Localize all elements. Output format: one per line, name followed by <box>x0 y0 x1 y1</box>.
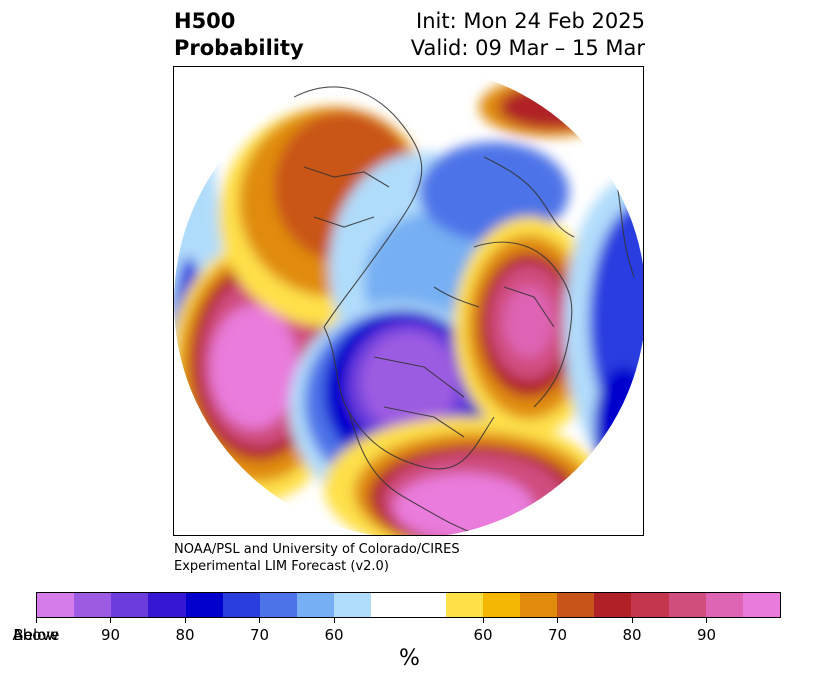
colorbar-tick-label: 60 <box>324 626 344 644</box>
colorbar-tick-label: 60 <box>473 626 493 644</box>
colorbar-tick-mark <box>259 618 260 623</box>
colorbar-swatch <box>668 593 706 617</box>
colorbar-tick-label: Below <box>13 626 59 644</box>
colorbar-swatch <box>482 593 521 617</box>
colorbar-tick-mark <box>631 618 633 623</box>
colorbar-tick-mark <box>482 618 484 623</box>
colorbar-swatch <box>259 593 298 617</box>
colorbar-swatch <box>445 593 483 617</box>
colorbar-swatch <box>557 593 595 617</box>
title-left: H500 Probability <box>174 8 304 62</box>
colorbar-tick-mark <box>333 618 335 623</box>
colorbar-tick-label: 80 <box>622 626 642 644</box>
credit: NOAA/PSL and University of Colorado/CIRE… <box>174 541 460 575</box>
colorbar-tick-mark <box>184 618 186 623</box>
colorbar-swatch <box>111 593 149 617</box>
colorbar-swatch <box>705 593 743 617</box>
colorbar-tick-mark <box>36 618 37 623</box>
colorbar-swatch <box>185 593 223 617</box>
colorbar-swatch <box>742 593 781 617</box>
colorbar-tick-label: 70 <box>249 626 270 644</box>
init-date: Init: Mon 24 Feb 2025 <box>416 9 645 33</box>
colorbar-swatch <box>74 593 112 617</box>
colorbar-tick-mark <box>706 618 707 623</box>
title-right: Init: Mon 24 Feb 2025 Valid: 09 Mar – 15… <box>411 8 645 62</box>
colorbar-tick-label: Above <box>12 626 60 644</box>
colorbar-swatch <box>631 593 669 617</box>
colorbar-swatch <box>371 593 446 617</box>
map-panel <box>173 66 644 536</box>
probability-map <box>174 67 643 535</box>
colorbar-tick-label: 90 <box>696 626 717 644</box>
colorbar-swatch <box>148 593 186 617</box>
colorbar <box>36 592 781 618</box>
colorbar-tick-label: 70 <box>547 626 568 644</box>
colorbar-swatch <box>520 593 558 617</box>
colorbar-ticks: Below 90 80 70 60 60 70 80 90 Above <box>12 618 781 644</box>
credit-line-2: Experimental LIM Forecast (v2.0) <box>174 559 389 574</box>
variable-label: H500 <box>174 9 236 33</box>
colorbar-unit: % <box>399 646 420 671</box>
colorbar-swatch <box>222 593 260 617</box>
colorbar-tick-label: 80 <box>175 626 195 644</box>
colorbar-swatch <box>594 593 632 617</box>
metric-label: Probability <box>174 36 304 60</box>
colorbar-tick-label: 90 <box>100 626 121 644</box>
valid-range: Valid: 09 Mar – 15 Mar <box>410 36 645 60</box>
colorbar-swatch <box>297 593 335 617</box>
credit-line-1: NOAA/PSL and University of Colorado/CIRE… <box>174 542 460 557</box>
colorbar-tick-mark <box>110 618 111 623</box>
colorbar-tick-mark <box>557 618 558 623</box>
colorbar-swatch <box>37 593 75 617</box>
colorbar-swatch <box>334 593 372 617</box>
